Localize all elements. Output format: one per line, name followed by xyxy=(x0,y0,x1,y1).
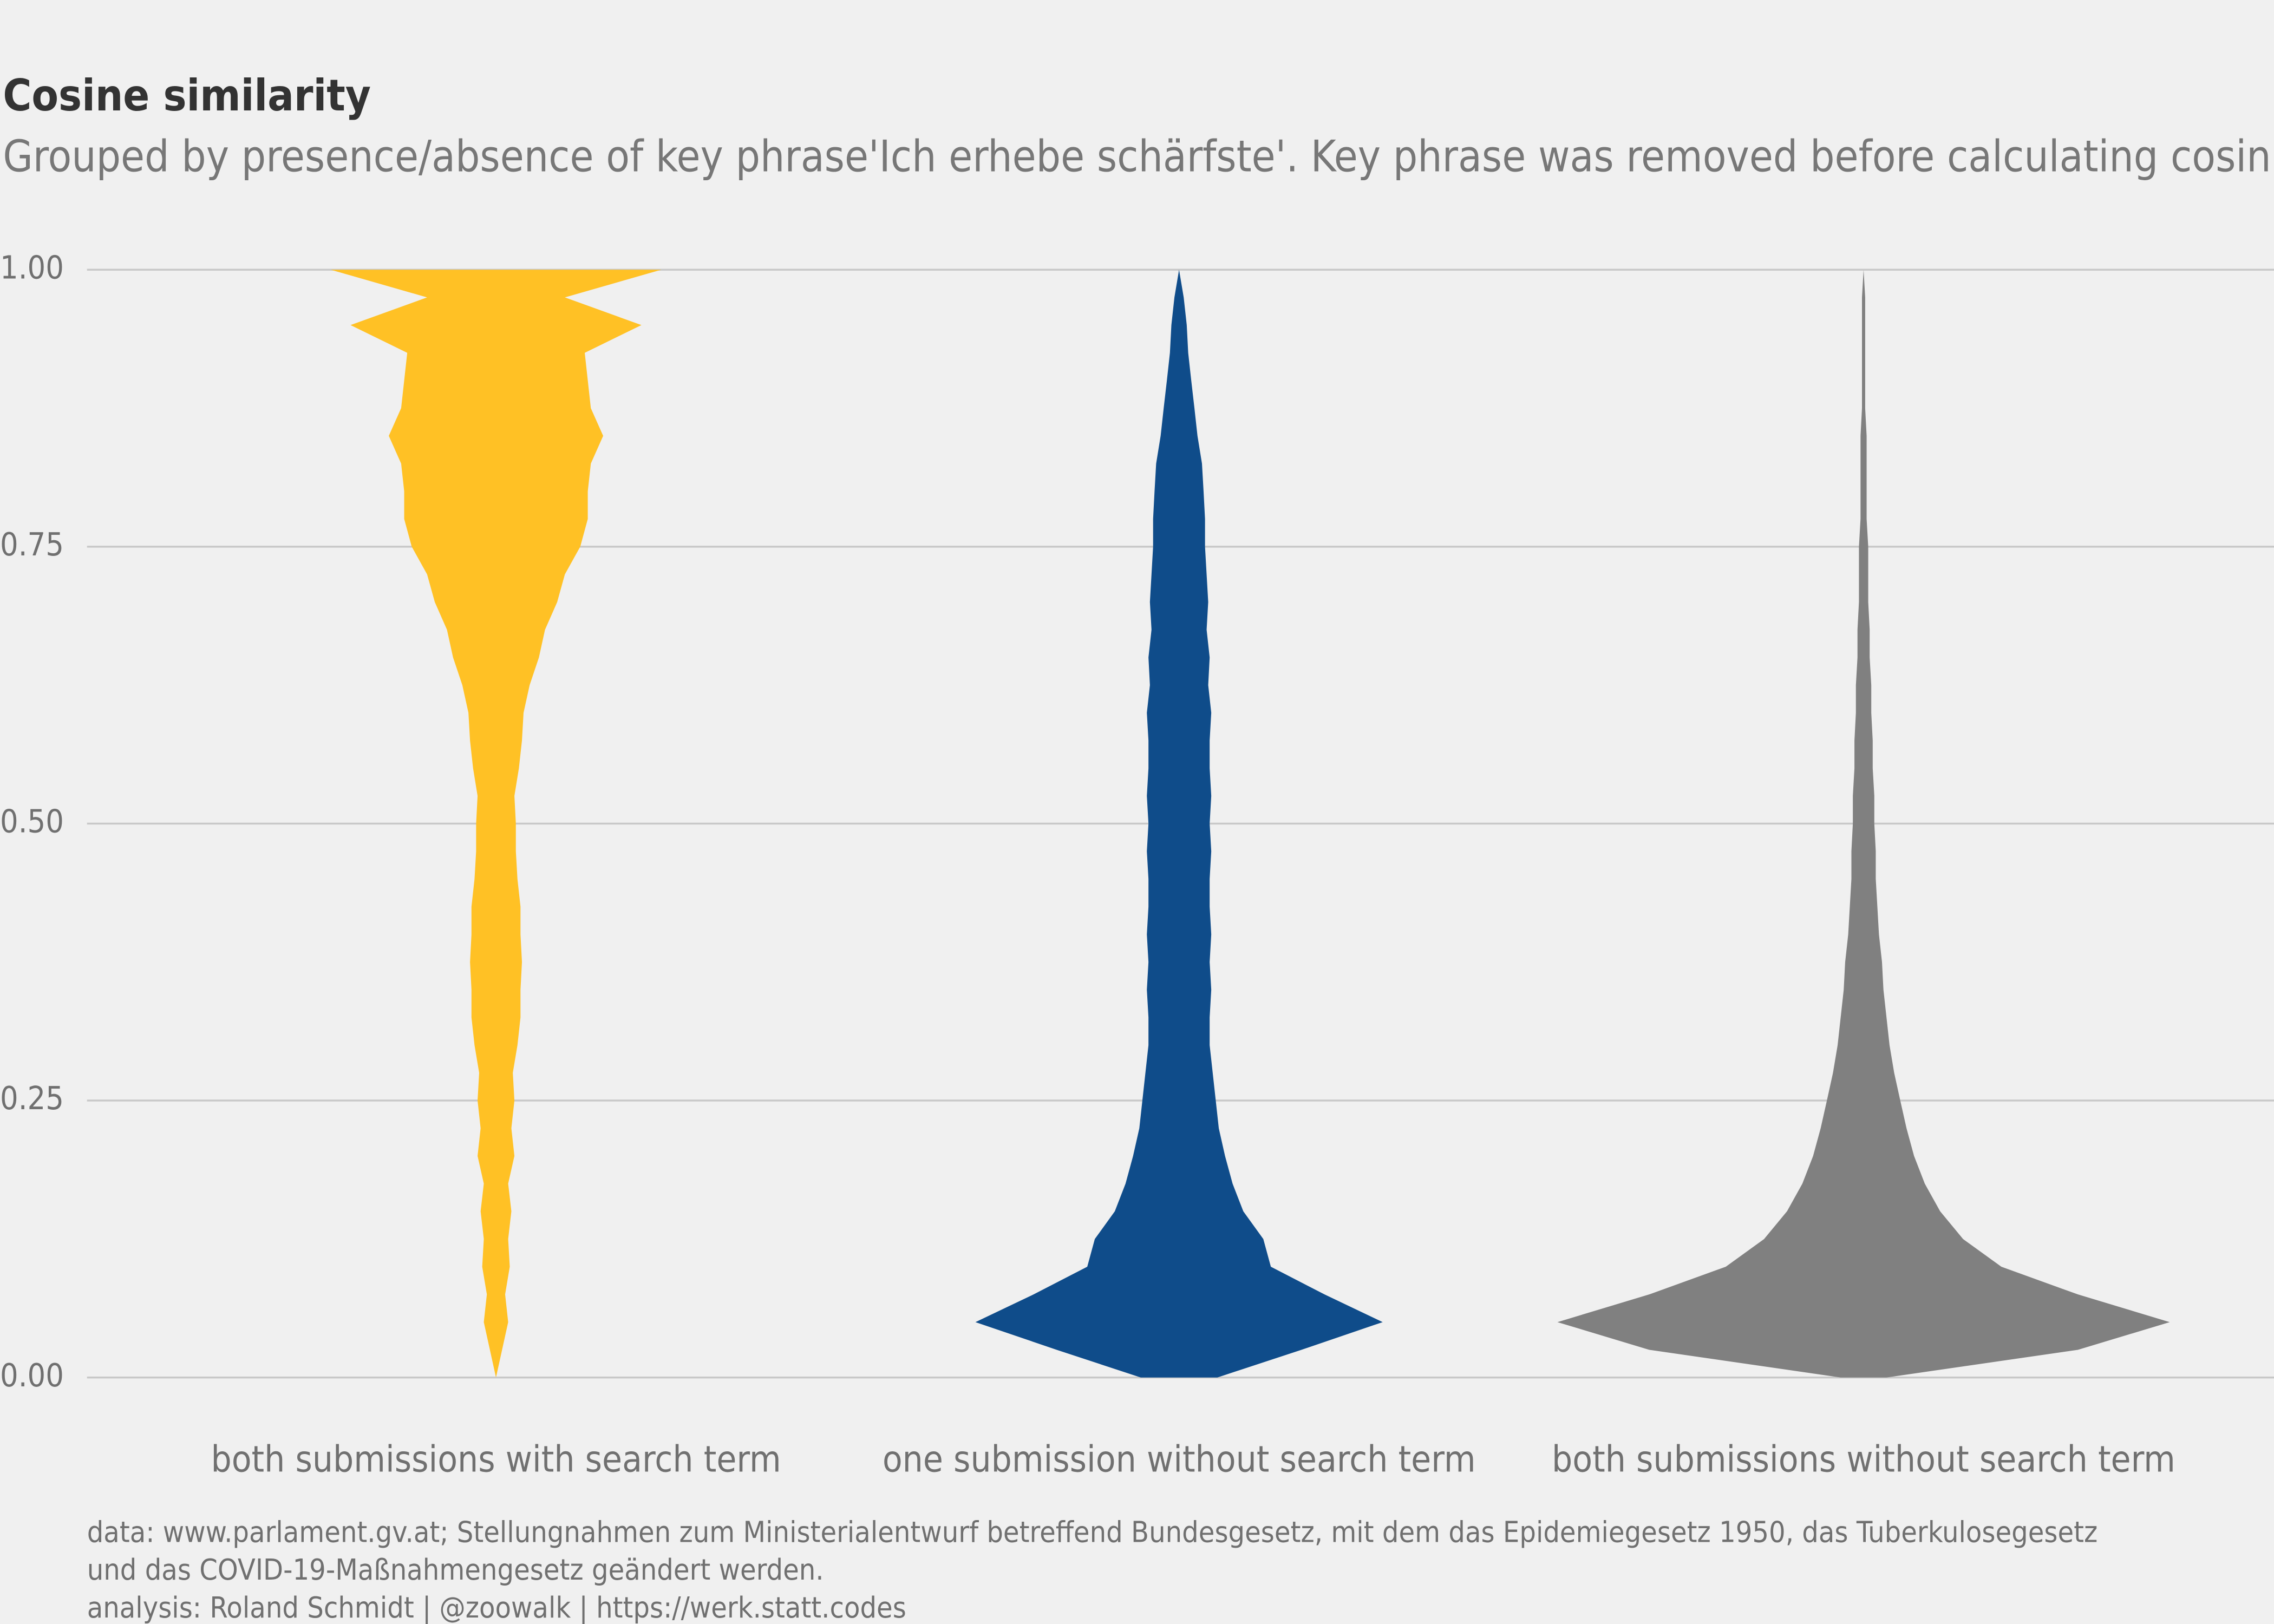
caption: analysis: Roland Schmidt | @zoowalk | ht… xyxy=(87,1590,906,1624)
violin xyxy=(330,270,662,1378)
violin xyxy=(975,270,1383,1378)
caption: data: www.parlament.gv.at; Stellungnahme… xyxy=(87,1515,2098,1549)
y-tick-label: 0.75 xyxy=(0,526,64,563)
y-tick-label: 0.25 xyxy=(0,1079,64,1117)
x-tick-label: one submission without search term xyxy=(883,1438,1476,1481)
x-tick-label: both submissions with search term xyxy=(211,1438,781,1481)
caption: und das COVID-19-Maßnahmengesetz geänder… xyxy=(87,1553,824,1587)
x-tick-label: both submissions without search term xyxy=(1552,1438,2175,1481)
plot-area xyxy=(330,270,2170,1378)
y-tick-label: 0.50 xyxy=(0,803,64,840)
y-tick-label: 0.00 xyxy=(0,1357,64,1394)
violin xyxy=(1557,270,2170,1378)
chart-subtitle: Grouped by presence/absence of key phras… xyxy=(3,131,2271,182)
y-tick-label: 1.00 xyxy=(0,248,64,286)
chart-title: Cosine similarity xyxy=(3,70,371,121)
